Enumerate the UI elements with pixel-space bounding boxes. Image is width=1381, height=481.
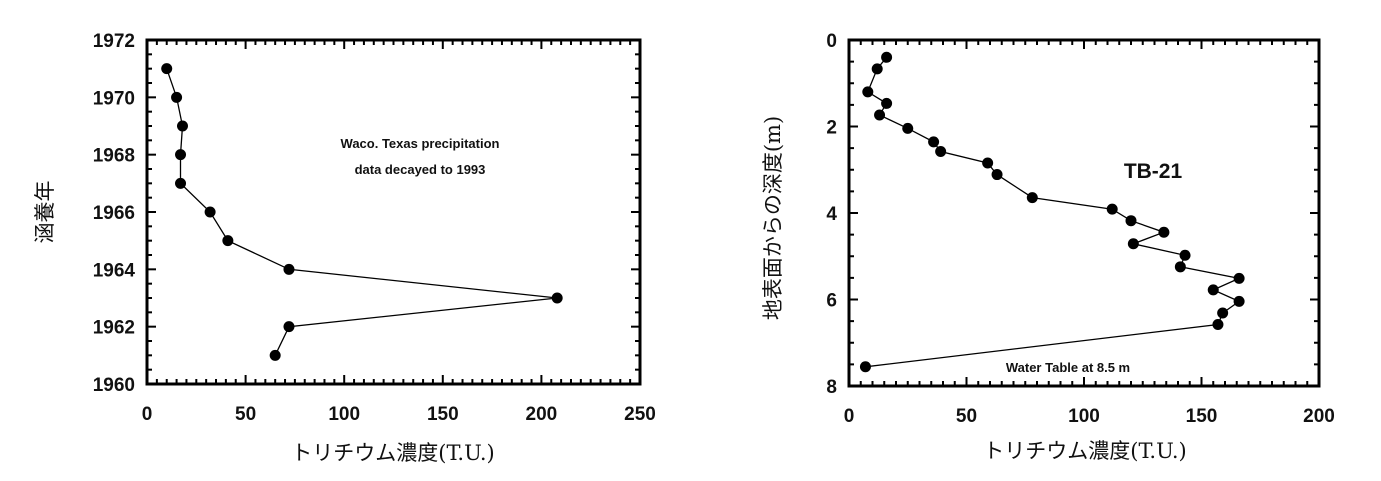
data-point xyxy=(1217,307,1229,319)
x-tick-label: 150 xyxy=(1186,406,1218,427)
y-tick-label: 4 xyxy=(826,204,837,225)
x-tick-label: 200 xyxy=(526,404,558,425)
x-tick-label: 50 xyxy=(235,404,256,425)
x-tick-label: 250 xyxy=(624,404,656,425)
chart-depth-profile: 0 50 100 150 200 0 2 4 6 8 トリチウム濃度(T.U.) 地表面からの深… xyxy=(761,31,1335,463)
x-axis-label: トリチウム濃度(T.U.) xyxy=(291,441,494,465)
well-id-label: TB-21 xyxy=(1124,160,1183,183)
data-points xyxy=(859,51,1245,373)
axis-ticks xyxy=(147,40,640,384)
x-tick-label: 0 xyxy=(844,406,855,427)
series-line xyxy=(865,56,1242,368)
data-point xyxy=(991,169,1003,181)
data-point xyxy=(175,177,187,189)
y-axis-label: 涵養年 xyxy=(33,181,57,244)
x-tick-label: 100 xyxy=(328,404,360,425)
x-tick-labels: 0 50 100 150 200 250 xyxy=(142,404,656,425)
data-point xyxy=(1212,318,1224,330)
y-tick-label: 1960 xyxy=(93,375,135,396)
data-point xyxy=(862,86,874,98)
data-point xyxy=(859,361,871,373)
data-point xyxy=(175,149,187,161)
series-line xyxy=(166,68,558,356)
x-axis-label: トリチウム濃度(T.U.) xyxy=(983,439,1186,463)
data-point xyxy=(874,109,886,121)
data-point xyxy=(935,145,947,157)
data-point xyxy=(222,235,234,247)
data-point xyxy=(928,136,940,148)
y-tick-label: 6 xyxy=(826,291,837,312)
data-point xyxy=(176,120,188,132)
y-tick-label: 2 xyxy=(826,118,837,139)
x-tick-labels: 0 50 100 150 200 xyxy=(844,406,1335,427)
data-point xyxy=(269,349,281,361)
x-tick-label: 50 xyxy=(956,406,977,427)
data-point xyxy=(1233,272,1245,284)
data-point xyxy=(1207,284,1219,296)
data-point xyxy=(982,157,994,169)
annotation-line-1: Waco. Texas precipitation xyxy=(341,136,500,151)
y-tick-labels: 1960 1962 1964 1966 1968 1970 1972 xyxy=(93,31,136,396)
data-point xyxy=(1179,249,1191,261)
data-point xyxy=(1174,261,1186,273)
data-point xyxy=(902,122,914,134)
data-point xyxy=(881,51,893,63)
data-point xyxy=(283,263,295,275)
axis-ticks xyxy=(849,40,1319,386)
data-point xyxy=(1233,295,1245,307)
plot-frame xyxy=(847,38,1321,388)
data-point xyxy=(1158,226,1170,238)
y-tick-label: 1966 xyxy=(93,203,135,224)
x-tick-label: 0 xyxy=(142,404,153,425)
y-tick-label: 0 xyxy=(826,31,837,52)
annotation-line-2: data decayed to 1993 xyxy=(355,162,486,177)
x-tick-label: 150 xyxy=(427,404,459,425)
y-tick-label: 1964 xyxy=(93,260,136,281)
water-table-label: Water Table at 8.5 m xyxy=(1006,360,1130,375)
data-point xyxy=(171,91,183,103)
data-point xyxy=(871,63,883,75)
y-tick-label: 1970 xyxy=(93,88,135,109)
y-tick-label: 8 xyxy=(826,377,837,398)
y-axis-label: 地表面からの深度(m) xyxy=(761,116,785,320)
x-tick-label: 100 xyxy=(1068,406,1100,427)
chart-recharge-year: 0 50 100 150 200 250 1960 1962 1964 1966 1968 1970… xyxy=(33,31,656,465)
data-point xyxy=(1125,215,1137,227)
data-point xyxy=(204,206,216,218)
y-tick-label: 1962 xyxy=(93,318,135,339)
data-point xyxy=(881,97,893,109)
y-tick-label: 1972 xyxy=(93,31,135,52)
y-tick-label: 1968 xyxy=(93,146,135,167)
data-point xyxy=(283,321,295,333)
data-point xyxy=(551,292,563,304)
x-tick-label: 200 xyxy=(1303,406,1335,427)
y-tick-labels: 0 2 4 6 8 xyxy=(826,31,837,398)
data-point xyxy=(1127,238,1139,250)
data-point xyxy=(161,63,173,75)
data-point xyxy=(1106,203,1118,215)
data-points xyxy=(161,63,563,361)
data-point xyxy=(1026,192,1038,204)
plot-frame xyxy=(145,38,642,386)
